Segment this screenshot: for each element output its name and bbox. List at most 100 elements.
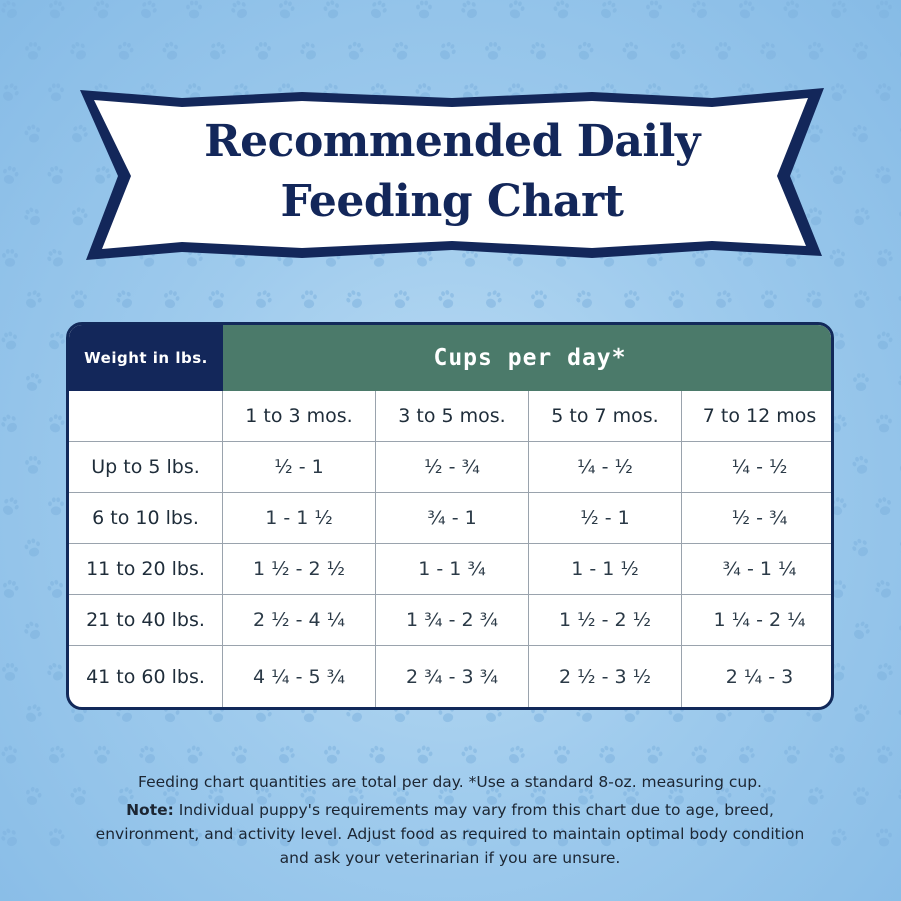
- paw-print-icon: [875, 580, 892, 598]
- paw-print-icon: [3, 165, 19, 184]
- page-title: Recommended Daily Feeding Chart: [72, 112, 832, 232]
- paw-print-icon: [876, 0, 892, 19]
- paw-print-icon: [760, 786, 776, 805]
- paw-print-icon: [369, 745, 386, 764]
- table-cell: ½ - ¾: [376, 442, 529, 493]
- table-cell: ½ - 1: [529, 493, 682, 544]
- table-cell: ¼ - ½: [682, 442, 831, 493]
- paw-print-icon: [208, 290, 224, 309]
- paw-print-icon: [163, 787, 179, 805]
- paw-print-icon: [739, 828, 755, 847]
- paw-print-icon: [139, 745, 156, 764]
- table-cell: ¾ - 1 ¼: [682, 544, 831, 595]
- title-banner: [80, 88, 824, 260]
- paw-print-icon: [853, 207, 870, 226]
- paw-print-icon: [26, 786, 42, 805]
- row-header-weight: 41 to 60 lbs.: [69, 646, 223, 707]
- table-cell: 1 - 1 ½: [529, 544, 682, 595]
- column-header: 3 to 5 mos.: [376, 391, 529, 442]
- paw-print-icon: [3, 579, 19, 598]
- paw-print-icon: [806, 207, 822, 226]
- paw-print-icon: [186, 828, 202, 847]
- paw-print-icon: [71, 290, 87, 309]
- paw-print-icon: [2, 663, 18, 681]
- paw-print-icon: [831, 83, 847, 102]
- paw-print-icon: [600, 828, 617, 847]
- column-header: 7 to 12 mos: [682, 391, 831, 442]
- footer-quantities-note: Feeding chart quantities are total per d…: [138, 773, 762, 791]
- table-cell: 4 ¼ - 5 ¾: [223, 646, 376, 707]
- paw-print-icon: [830, 166, 846, 184]
- paw-print-icon: [24, 207, 41, 226]
- paw-print-icon: [25, 456, 41, 474]
- paw-print-icon: [278, 745, 295, 764]
- table-cell: 1 ½ - 2 ½: [223, 544, 376, 595]
- paw-print-icon: [738, 745, 755, 764]
- row-header-weight: 11 to 20 lbs.: [69, 544, 223, 595]
- paw-print-icon: [852, 538, 869, 557]
- paw-print-icon: [691, 0, 708, 19]
- paw-print-icon: [70, 786, 86, 805]
- paw-print-icon: [646, 0, 662, 19]
- paw-print-icon: [829, 248, 845, 267]
- table-cell: 1 ½ - 2 ½: [529, 595, 682, 646]
- paw-print-icon: [2, 83, 19, 101]
- paw-print-icon: [49, 828, 65, 847]
- paw-print-icon: [1, 414, 18, 433]
- paw-print-icon: [830, 828, 847, 847]
- column-header: 5 to 7 mos.: [529, 391, 682, 442]
- table-cell: 2 ¾ - 3 ¾: [376, 646, 529, 707]
- paw-print-icon: [48, 745, 65, 764]
- paw-print-icon: [438, 787, 455, 805]
- paw-print-icon: [600, 0, 617, 19]
- paw-print-icon: [140, 828, 157, 847]
- paw-print-icon: [93, 0, 109, 19]
- paw-print-icon: [71, 124, 88, 143]
- table-cell: 2 ½ - 3 ½: [529, 646, 682, 707]
- paw-print-icon: [578, 41, 594, 60]
- paw-print-icon: [26, 372, 42, 391]
- paw-print-icon: [576, 290, 593, 308]
- paw-print-icon: [255, 42, 271, 60]
- paw-print-icon: [577, 787, 594, 805]
- paw-print-icon: [691, 745, 707, 764]
- paw-print-icon: [438, 290, 454, 309]
- paw-print-icon: [187, 745, 203, 764]
- paw-print-icon: [323, 828, 339, 847]
- column-header: 1 to 3 mos.: [223, 391, 376, 442]
- paw-print-icon: [668, 787, 685, 805]
- paw-print-icon: [876, 662, 893, 681]
- paw-print-icon: [784, 745, 800, 764]
- paw-print-icon: [1, 745, 17, 764]
- paw-print-icon: [486, 786, 502, 805]
- table-cell: ¾ - 1: [376, 493, 529, 544]
- paw-print-icon: [530, 786, 546, 805]
- paw-print-icon: [2, 249, 18, 267]
- paw-print-icon: [186, 0, 202, 19]
- paw-print-icon: [116, 290, 133, 308]
- paw-print-icon: [72, 207, 88, 226]
- paw-print-icon: [831, 497, 847, 516]
- paw-print-icon: [668, 290, 684, 309]
- paw-print-icon: [852, 41, 868, 60]
- paw-print-icon: [48, 83, 64, 102]
- paw-print-icon: [830, 0, 847, 19]
- paw-print-icon: [899, 50, 901, 60]
- footer-notes: Feeding chart quantities are total per d…: [90, 770, 810, 870]
- paw-print-icon: [509, 828, 525, 847]
- paw-print-icon: [898, 789, 901, 800]
- paw-print-icon: [324, 745, 340, 764]
- paw-print-icon: [416, 248, 433, 267]
- paw-print-icon: [852, 124, 869, 143]
- paw-print-icon: [25, 290, 42, 308]
- paw-print-icon: [622, 41, 638, 60]
- paw-print-icon: [47, 165, 63, 184]
- table-cell: 1 ¼ - 2 ¼: [682, 595, 831, 646]
- paw-print-icon: [508, 745, 525, 764]
- paw-print-icon: [624, 290, 640, 309]
- paw-print-icon: [47, 248, 64, 267]
- table-cell: ½ - ¾: [682, 493, 831, 544]
- paw-print-icon: [898, 296, 901, 301]
- paw-print-icon: [300, 786, 316, 805]
- note-label: Note:: [126, 801, 174, 819]
